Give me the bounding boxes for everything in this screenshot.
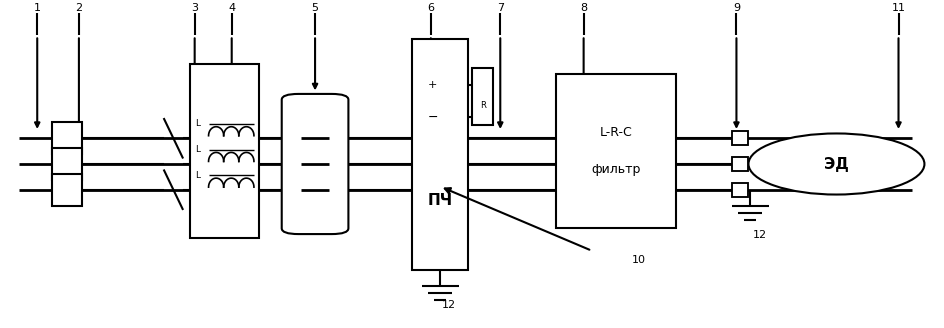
Text: ЭД: ЭД	[823, 156, 848, 172]
Text: −: −	[427, 111, 437, 124]
Text: L: L	[194, 171, 199, 180]
Text: 1: 1	[34, 3, 41, 13]
Text: 9: 9	[733, 3, 739, 13]
Bar	[52, 174, 81, 206]
Bar	[190, 64, 260, 238]
FancyBboxPatch shape	[281, 94, 348, 234]
Text: 8: 8	[580, 3, 586, 13]
Text: 3: 3	[191, 3, 198, 13]
Text: 5: 5	[312, 3, 318, 13]
Text: L: L	[194, 119, 199, 128]
Bar	[731, 157, 748, 171]
Text: 12: 12	[442, 300, 456, 310]
Text: 11: 11	[890, 3, 904, 13]
Text: 12: 12	[751, 230, 766, 240]
Text: 6: 6	[427, 3, 434, 13]
Bar	[731, 131, 748, 145]
Bar	[472, 68, 493, 125]
Circle shape	[748, 133, 923, 195]
Text: L-R-C: L-R-C	[599, 126, 632, 139]
Bar	[412, 39, 467, 270]
Text: R: R	[480, 101, 485, 110]
Text: 7: 7	[497, 3, 503, 13]
Text: 4: 4	[228, 3, 235, 13]
Text: 10: 10	[632, 256, 646, 265]
Bar	[52, 148, 81, 180]
Text: ПЧ: ПЧ	[427, 193, 452, 208]
Bar	[555, 74, 676, 228]
Bar	[52, 122, 81, 154]
Text: фильтр: фильтр	[591, 163, 640, 176]
Bar	[731, 183, 748, 197]
Text: +: +	[428, 80, 437, 90]
Text: 2: 2	[76, 3, 82, 13]
Text: L: L	[194, 145, 199, 154]
